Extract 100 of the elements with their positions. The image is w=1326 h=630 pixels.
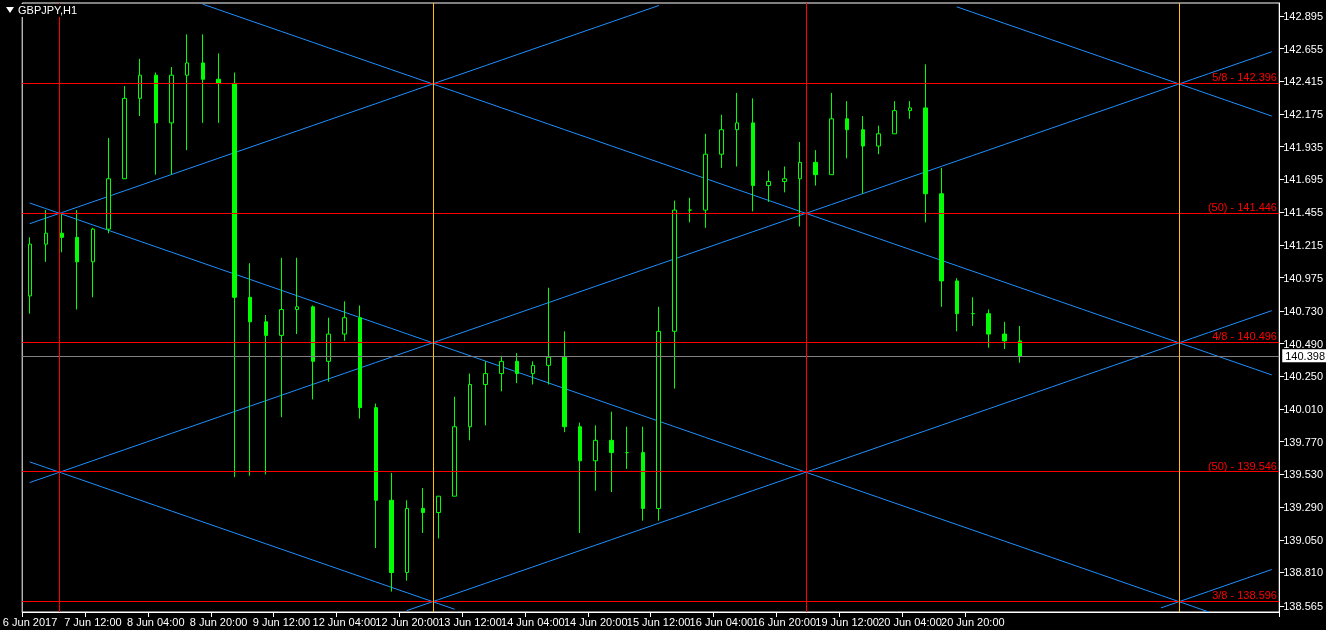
candlestick [923,63,928,223]
annotation: (50) - 139.546 [1207,459,1277,472]
candlestick [154,71,158,176]
y-tick-label: 138.810 [1283,566,1323,579]
y-tick-label: 141.215 [1283,238,1323,251]
x-tick-label: 14 Jun 20:00 [563,615,628,628]
y-tick-label: 139.770 [1283,435,1323,448]
candlestick [861,115,865,195]
candlestick [452,396,457,497]
candlestick [719,114,724,169]
x-tick-label: 6 Jun 2017 [2,615,58,628]
candlestick [766,170,771,203]
candlestick [892,100,897,135]
candlestick [326,317,331,383]
candlestick [515,352,519,384]
y-tick-label: 140.250 [1283,370,1323,383]
candlestick [138,58,142,117]
candlestick [798,141,802,227]
x-tick-label: 20 Jun 04:00 [878,615,942,628]
candlestick [421,487,425,534]
candlestick [342,300,347,342]
candlestick [374,403,378,549]
candlestick [939,167,944,308]
x-tick-label: 15 Jun 12:00 [626,615,691,628]
candlestick [28,236,32,315]
annotation: (50) - 141.446 [1207,200,1277,213]
candlestick [845,100,849,159]
annotation: 5/8 - 142.396 [1212,71,1277,84]
y-tick-label: 142.415 [1283,75,1323,88]
candlestick [829,92,834,176]
candlestick [672,200,677,390]
candlestick [264,314,268,475]
x-tick-label: 8 Jun 20:00 [189,615,248,628]
x-tick-label: 7 Jun 12:00 [64,615,122,628]
annotation: 4/8 - 140.496 [1212,330,1277,343]
candlestick [436,495,441,539]
x-tick-label: 8 Jun 04:00 [127,615,185,628]
candlestick [185,33,189,151]
candlestick [1002,321,1007,350]
x-tick-label: 19 Jun 12:00 [815,615,879,628]
y-tick-label: 142.655 [1283,42,1323,55]
y-tick-label: 140.490 [1283,337,1323,350]
candlestick [389,472,394,593]
y-tick-label: 140.010 [1283,403,1323,415]
candlestick [499,355,504,392]
y-tick-label: 141.695 [1283,173,1323,186]
candlestick [232,71,237,478]
candlestick [578,422,582,534]
y-tick-label: 141.455 [1283,206,1323,219]
y-tick-label: 140.730 [1283,304,1323,317]
x-tick-label: 13 Jun 12:00 [438,615,502,628]
candlestick [782,165,787,193]
candlestick [405,499,409,582]
candlestick [751,97,755,212]
x-tick-label: 16 Jun 04:00 [689,615,754,628]
y-tick-label: 139.530 [1283,468,1323,481]
y-tick-label: 138.565 [1283,599,1323,612]
candlestick [813,149,818,187]
candlestick [955,277,959,332]
candlestick [703,133,708,229]
candlestick [531,360,535,385]
candlestick [358,304,362,420]
candlestick [656,306,661,522]
candlestick [44,209,48,263]
candlestick [201,33,205,124]
candlestick [546,287,551,385]
candlestick [483,360,488,426]
x-tick-label: 9 Jun 12:00 [252,615,311,628]
candlestick [735,92,739,167]
chart-title: GBPJPY,H1 [18,4,78,16]
y-tick-label: 139.290 [1283,501,1323,514]
x-tick-label: 12 Jun 04:00 [312,615,377,628]
candlestick [641,426,645,522]
candlestick [876,125,881,155]
candlestick [75,209,79,311]
ref-line-label: 140.398 [1285,349,1325,362]
candlestick [279,257,284,418]
candlestick [986,309,991,349]
y-tick-label: 142.895 [1283,9,1323,22]
x-tick-label: 12 Jun 20:00 [375,615,439,628]
candlestick [295,257,299,335]
y-tick-label: 139.050 [1283,533,1323,546]
candlestick [106,137,111,234]
candlestick [593,424,598,492]
annotation: 3/8 - 138.596 [1212,589,1277,602]
candlestick [468,373,472,441]
candlestick [311,304,315,400]
candlestick [609,411,614,493]
x-tick-label: 16 Jun 20:00 [752,615,817,628]
candlestick [122,85,127,180]
candlestick [59,213,64,253]
candlestick [1018,325,1022,364]
candlestick [91,227,95,298]
candlestick [625,426,629,470]
candlestick [169,66,174,176]
x-tick-label: 14 Jun 04:00 [501,615,565,628]
x-tick-label: 20 Jun 20:00 [941,615,1005,628]
candlestick [248,262,252,477]
candlestick [908,100,912,120]
y-tick-label: 140.975 [1283,271,1323,284]
